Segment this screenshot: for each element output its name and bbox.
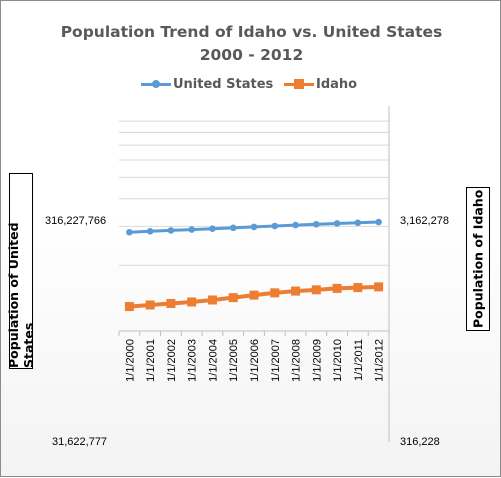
x-tick-label: 1/1/2010 — [332, 339, 344, 382]
data-point-idaho — [291, 286, 301, 296]
data-point-united-states — [333, 220, 341, 227]
data-point-idaho — [353, 283, 363, 293]
x-tick-label: 1/1/2002 — [166, 339, 178, 382]
data-point-united-states — [250, 223, 258, 231]
data-point-united-states — [354, 219, 362, 227]
y-left-tick-bottom: 31,622,777 — [52, 436, 108, 448]
x-tick-label: 1/1/2009 — [311, 339, 323, 382]
legend: United States Idaho — [1, 73, 501, 95]
data-point-idaho — [270, 288, 280, 298]
x-tick-label: 1/1/2011 — [353, 339, 365, 381]
data-point-united-states — [126, 228, 133, 236]
data-point-idaho — [249, 290, 259, 300]
chart-title: Population Trend of Idaho vs. United Sta… — [60, 23, 443, 41]
legend-swatch-united-states — [141, 77, 171, 91]
legend-swatch-idaho — [284, 77, 314, 91]
x-tick-label: 1/1/2003 — [187, 339, 199, 382]
chart-subtitle: 2000 - 2012 — [199, 46, 304, 64]
y-right-tick-bottom: 316,228 — [400, 436, 440, 448]
data-point-idaho — [228, 293, 238, 303]
data-point-united-states — [188, 226, 195, 233]
x-tick-label: 1/1/2005 — [228, 339, 240, 382]
data-point-united-states — [313, 220, 320, 228]
x-tick-label: 1/1/2008 — [291, 339, 303, 382]
data-point-idaho — [166, 298, 176, 308]
y-left-tick-top: 316,227,766 — [45, 215, 107, 227]
data-point-united-states — [229, 224, 237, 232]
legend-label-idaho: Idaho — [316, 76, 358, 92]
data-point-united-states — [292, 221, 299, 229]
data-point-idaho — [332, 283, 342, 293]
data-point-idaho — [311, 285, 321, 295]
y-right-tick-top: 3,162,278 — [400, 215, 449, 227]
legend-entry-idaho: Idaho — [284, 73, 357, 95]
data-point-idaho — [187, 297, 197, 307]
data-point-united-states — [167, 227, 175, 234]
data-point-united-states — [271, 222, 279, 230]
data-point-united-states — [146, 228, 154, 235]
x-tick-label: 1/1/2001 — [145, 339, 157, 382]
data-point-idaho — [207, 295, 217, 305]
x-tick-label: 1/1/2006 — [249, 339, 261, 382]
x-tick-label: 1/1/2007 — [270, 339, 282, 382]
x-tick-label: 1/1/2004 — [207, 339, 219, 382]
data-point-united-states — [209, 225, 216, 233]
x-tick-label: 1/1/2012 — [374, 339, 386, 382]
legend-label-united-states: United States — [173, 76, 274, 92]
legend-entry-united-states: United States — [141, 73, 273, 95]
data-point-united-states — [375, 218, 382, 226]
data-point-idaho — [145, 300, 155, 310]
data-point-idaho — [124, 302, 134, 312]
x-tick-label: 1/1/2000 — [124, 339, 136, 382]
data-point-idaho — [374, 282, 384, 292]
